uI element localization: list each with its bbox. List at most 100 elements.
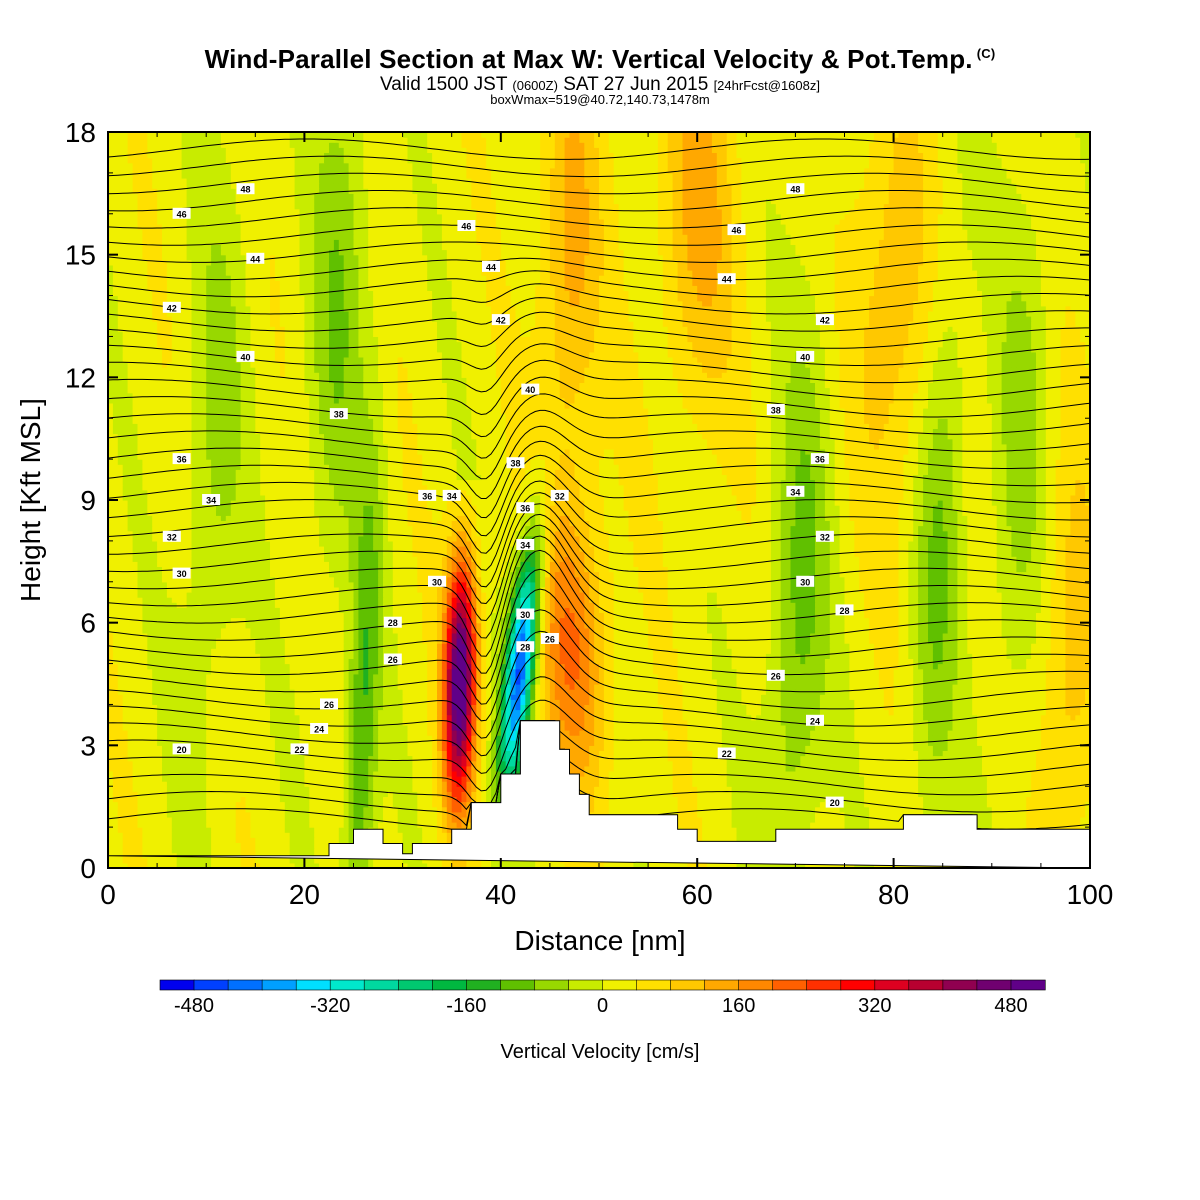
- field-cell: [461, 776, 468, 782]
- field-cell: [746, 786, 752, 792]
- field-cell: [1026, 755, 1032, 762]
- field-cell: [972, 740, 978, 746]
- field-cell: [603, 750, 610, 757]
- field-cell: [761, 755, 767, 762]
- field-cell: [878, 791, 885, 798]
- field-cell: [387, 776, 394, 782]
- field-cell: [716, 786, 723, 792]
- field-cell: [520, 862, 526, 868]
- field-cell: [869, 745, 875, 752]
- field-cell: [751, 801, 757, 808]
- field-cell: [235, 832, 242, 838]
- field-cell: [108, 781, 114, 787]
- field-cell: [839, 816, 846, 823]
- field-cell: [397, 745, 404, 752]
- field-cell: [1001, 786, 1008, 792]
- field-cell: [854, 816, 860, 823]
- field-cell: [1036, 781, 1042, 787]
- field-cell: [206, 816, 212, 823]
- field-cell: [751, 827, 757, 833]
- field-cell: [471, 765, 477, 772]
- field-cell: [270, 822, 276, 828]
- field-cell: [864, 811, 870, 818]
- field-cell: [633, 791, 639, 798]
- field-cell: [338, 822, 345, 828]
- field-cell: [883, 796, 890, 803]
- field-cell: [255, 832, 261, 838]
- field-cell: [152, 750, 158, 757]
- field-cell: [682, 755, 689, 762]
- field-cell: [859, 806, 865, 813]
- field-cell: [726, 832, 733, 838]
- field-cell: [329, 786, 335, 792]
- field-cell: [584, 781, 590, 787]
- field-cell: [1011, 765, 1017, 772]
- field-cell: [972, 806, 978, 813]
- field-cell: [918, 781, 924, 787]
- field-cell: [991, 781, 998, 787]
- field-cell: [962, 760, 968, 767]
- field-cell: [1016, 786, 1022, 792]
- field-cell: [746, 745, 752, 752]
- field-cell: [304, 791, 310, 798]
- field-cell: [569, 750, 576, 757]
- field-cell: [284, 801, 291, 808]
- field-cell: [574, 755, 581, 762]
- field-cell: [613, 791, 620, 798]
- field-cell: [928, 781, 934, 787]
- field-cell: [432, 770, 438, 777]
- field-cell: [672, 750, 679, 757]
- field-cell: [859, 796, 865, 803]
- field-cell: [117, 832, 124, 838]
- field-cell: [1031, 765, 1037, 772]
- field-cell: [191, 740, 198, 746]
- field-cell: [412, 781, 418, 787]
- field-cell: [446, 740, 453, 746]
- field-cell: [1055, 740, 1062, 746]
- field-cell: [751, 765, 757, 772]
- field-cell: [417, 750, 423, 757]
- field-cell: [427, 770, 433, 777]
- field-cell: [1045, 806, 1052, 813]
- field-cell: [829, 776, 836, 782]
- field-cell: [166, 740, 173, 746]
- field-cell: [338, 862, 345, 868]
- field-cell: [270, 750, 276, 757]
- field-cell: [265, 847, 271, 854]
- field-cell: [711, 862, 718, 868]
- field-cell: [289, 740, 296, 746]
- field-cell: [441, 770, 448, 777]
- field-cell: [392, 832, 399, 838]
- field-cell: [918, 745, 924, 752]
- field-cell: [1026, 760, 1032, 767]
- field-cell: [982, 822, 988, 828]
- field-cell: [1075, 801, 1081, 808]
- field-cell: [1085, 770, 1090, 777]
- field-cell: [343, 806, 350, 813]
- field-cell: [815, 811, 821, 818]
- field-cell: [824, 822, 831, 828]
- field-cell: [348, 827, 355, 833]
- field-cell: [1021, 740, 1027, 746]
- field-cell: [245, 847, 252, 854]
- field-cell: [662, 770, 669, 777]
- field-cell: [486, 755, 492, 762]
- field-cell: [461, 781, 468, 787]
- field-cell: [711, 837, 718, 844]
- field-cell: [874, 755, 880, 762]
- field-cell: [731, 770, 738, 777]
- field-cell: [166, 796, 173, 803]
- field-cell: [216, 842, 222, 849]
- field-cell: [358, 770, 364, 777]
- field-cell: [137, 827, 144, 833]
- field-cell: [648, 801, 654, 808]
- field-cell: [711, 811, 718, 818]
- field-cell: [191, 837, 198, 844]
- field-cell: [343, 776, 350, 782]
- field-cell: [751, 776, 757, 782]
- field-cell: [967, 760, 973, 767]
- field-cell: [451, 862, 458, 868]
- field-cell: [638, 776, 644, 782]
- field-cell: [1070, 760, 1076, 767]
- field-cell: [1006, 750, 1013, 757]
